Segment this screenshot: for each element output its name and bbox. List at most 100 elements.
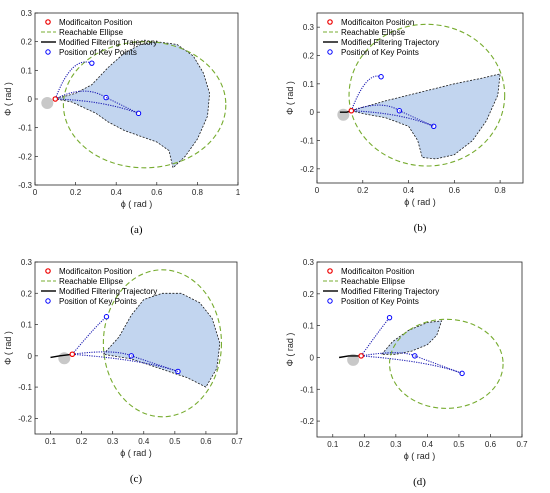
x-tick-label: 0.7 <box>516 440 528 449</box>
y-tick-label: 0.2 <box>303 52 315 61</box>
y-tick-label: -0.1 <box>18 124 32 133</box>
y-axis-label: Φ ( rad ) <box>285 333 295 367</box>
legend-swatch-key-points <box>327 298 333 304</box>
y-tick-label: 0 <box>310 353 315 362</box>
key-point <box>89 60 95 66</box>
y-tick-label: 0.3 <box>303 23 315 32</box>
key-point-link <box>414 355 463 374</box>
reachable-region-boundary <box>380 320 443 355</box>
modification-position <box>69 351 76 358</box>
panel-caption: (a) <box>130 224 143 236</box>
y-tick-label: 0.2 <box>21 38 33 47</box>
vehicle-marker <box>41 97 54 109</box>
y-tick-label: -0.1 <box>300 137 314 146</box>
axes-box <box>316 261 523 438</box>
y-tick-label: 0.2 <box>21 289 33 298</box>
y-axis-label: Φ ( rad ) <box>3 331 13 365</box>
legend-entry: Reachable Ellipse <box>59 277 124 286</box>
key-point <box>378 74 384 80</box>
modification-position <box>52 96 59 102</box>
plot-area <box>337 23 506 167</box>
x-axis-label: ϕ ( rad ) <box>404 451 436 461</box>
x-tick-label: 0.2 <box>70 188 82 197</box>
key-point-curve <box>55 90 107 100</box>
x-tick-label: 0.2 <box>359 440 371 449</box>
panel-caption: (c) <box>130 473 143 485</box>
legend-entry: Position of Key Points <box>341 48 419 57</box>
legend-swatch-key-points <box>45 298 51 304</box>
key-point-curve <box>54 61 93 100</box>
x-axis-label: ϕ ( rad ) <box>404 197 436 207</box>
reachable-region <box>381 320 442 355</box>
filtering-trajectory <box>338 355 362 359</box>
x-tick-label: 0 <box>33 188 38 197</box>
legend-entry: Reachable Ellipse <box>341 277 406 286</box>
legend-entry: Reachable Ellipse <box>59 28 124 37</box>
legend-swatch-modification <box>45 268 51 274</box>
x-tick-label: 0.1 <box>327 440 339 449</box>
legend-entry: Modificaiton Position <box>59 267 132 276</box>
axes-box <box>34 261 238 435</box>
x-tick-label: 1 <box>236 188 241 197</box>
y-tick-label: -0.2 <box>300 165 314 174</box>
key-point-curve <box>361 352 415 357</box>
plot-area <box>338 314 504 409</box>
key-point-curve <box>72 351 132 357</box>
reachable-region <box>351 73 501 159</box>
vehicle-marker <box>58 352 71 365</box>
x-axis-label: ϕ ( rad ) <box>120 448 152 458</box>
legend-swatch-modification <box>45 19 51 25</box>
y-tick-label: 0.3 <box>21 9 33 18</box>
legend-entry: Position of Key Points <box>59 48 137 57</box>
key-point-curve <box>360 317 390 357</box>
reachable-region-boundary <box>55 41 211 169</box>
x-tick-label: 0.4 <box>111 188 123 197</box>
y-tick-label: -0.1 <box>300 385 314 394</box>
legend-entry: Modified Filtering Trajectory <box>341 287 439 296</box>
y-tick-label: -0.2 <box>18 152 32 161</box>
y-tick-label: 0 <box>310 108 315 117</box>
x-tick-label: 0.8 <box>192 188 204 197</box>
key-point-curve <box>55 98 139 114</box>
y-axis-label: Φ ( rad ) <box>3 82 13 116</box>
filtering-trajectory <box>50 353 73 359</box>
plot-area <box>50 269 223 418</box>
x-tick-label: 0.1 <box>45 437 57 446</box>
x-tick-label: 0.5 <box>453 440 465 449</box>
legend-entry: Modified Filtering Trajectory <box>59 287 157 296</box>
reachable-ellipse <box>348 23 506 167</box>
x-tick-label: 0.6 <box>485 440 497 449</box>
x-tick-label: 0.2 <box>76 437 88 446</box>
legend-entry: Modificaiton Position <box>59 18 132 27</box>
key-point-curve <box>361 355 463 374</box>
key-point-link <box>131 355 179 372</box>
legend-entry: Modificaiton Position <box>341 18 414 27</box>
x-tick-label: 0.4 <box>422 440 434 449</box>
chart-panel-1: 0 0.2 0.4 0.6 0.8 1 -0.3 -0.2 -0.1 0 0.1 0.2 0.3 ϕ ( … <box>3 9 241 236</box>
x-axis-label: ϕ ( rad ) <box>121 199 153 209</box>
legend-swatch-key-points <box>327 49 333 55</box>
key-point <box>386 314 393 321</box>
y-tick-label: -0.3 <box>18 181 32 190</box>
reachable-ellipse <box>62 41 227 169</box>
x-tick-label: 0.6 <box>200 437 212 446</box>
legend-swatch-modification <box>327 268 333 274</box>
axes-box <box>316 12 524 184</box>
key-point <box>396 108 403 114</box>
y-tick-label: 0.1 <box>21 321 33 330</box>
panel-caption: (b) <box>414 222 427 234</box>
x-tick-label: 0.4 <box>138 437 150 446</box>
y-tick-label: 0.3 <box>21 258 33 267</box>
vehicle-marker <box>347 353 360 366</box>
x-tick-label: 0.8 <box>495 186 507 195</box>
key-point-curve <box>351 110 434 127</box>
x-tick-label: 0.6 <box>449 186 461 195</box>
legend-entry: Position of Key Points <box>59 297 137 306</box>
x-tick-label: 0.2 <box>357 186 369 195</box>
chart-panel-4: 0.1 0.2 0.3 0.4 0.5 0.6 0.7-0.2-0.100.10.20.3ϕ… <box>285 258 528 488</box>
key-point <box>431 123 437 130</box>
y-tick-label: 0.2 <box>303 290 315 299</box>
